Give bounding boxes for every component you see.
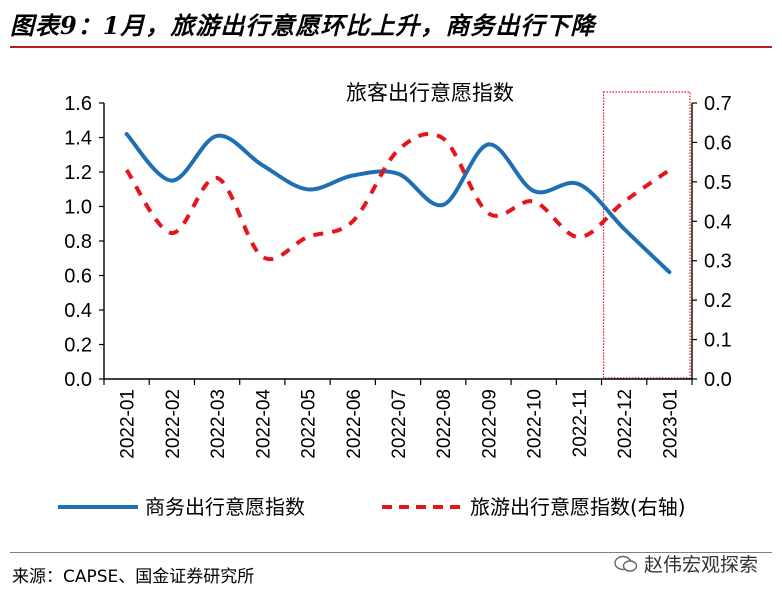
tourism-point-2022-05 bbox=[306, 235, 310, 239]
y-left-tick-label: 0.8 bbox=[64, 231, 92, 253]
y-right-tick-label: 0.5 bbox=[704, 172, 732, 194]
x-tick-label: 2022-06 bbox=[344, 389, 365, 459]
business-point-2023-01 bbox=[667, 270, 671, 274]
x-tick-label: 2023-01 bbox=[660, 389, 681, 459]
header-divider bbox=[10, 46, 772, 48]
business-point-2022-08 bbox=[441, 203, 445, 207]
x-tick-label: 2022-10 bbox=[525, 389, 546, 459]
business-point-2022-07 bbox=[396, 172, 400, 176]
source-note: 来源：CAPSE、国金证券研究所 bbox=[12, 567, 255, 587]
tourism-point-2022-08 bbox=[441, 136, 445, 140]
y-right-tick-label: 0.0 bbox=[704, 369, 732, 391]
tourism-point-2022-11 bbox=[577, 235, 581, 239]
line-chart: 旅客出行意愿指数 0.0 0.2 0.4 0.6 0.8 1.0 1.2 1.4 1.6 0.0 0… bbox=[58, 81, 732, 519]
tourism-point-2022-03 bbox=[215, 176, 219, 180]
highlight-box bbox=[602, 91, 691, 379]
y-left-tick-label: 0.6 bbox=[64, 266, 92, 288]
footer-divider bbox=[10, 552, 772, 553]
business-point-2022-06 bbox=[351, 173, 355, 177]
y-left-tick-label: 0.0 bbox=[64, 369, 92, 391]
x-tick-label: 2022-11 bbox=[570, 389, 591, 457]
x-tick-label: 2022-05 bbox=[299, 389, 320, 459]
y-left-tick-label: 0.4 bbox=[64, 300, 92, 322]
business-point-2022-01 bbox=[125, 132, 129, 136]
tourism-point-2022-02 bbox=[170, 231, 174, 235]
x-tick-label: 2022-01 bbox=[118, 389, 139, 459]
x-tick-label: 2022-09 bbox=[479, 389, 500, 459]
y-right-tick-label: 0.4 bbox=[704, 211, 732, 233]
business-point-2022-02 bbox=[170, 179, 174, 183]
y-right-tick-label: 0.3 bbox=[704, 251, 732, 273]
x-tick-label: 2022-04 bbox=[253, 389, 274, 459]
tourism-point-2022-12 bbox=[622, 200, 626, 204]
business-point-2022-05 bbox=[306, 187, 310, 191]
tourism-point-2022-10 bbox=[532, 200, 536, 204]
business-point-2022-10 bbox=[532, 189, 536, 193]
tourism-point-2022-06 bbox=[351, 219, 355, 223]
series-line-business bbox=[124, 132, 672, 275]
tourism-point-2022-04 bbox=[260, 255, 264, 259]
y-left-tick-label: 1.4 bbox=[64, 128, 92, 150]
tourism-point-2023-01 bbox=[667, 168, 671, 172]
business-point-2022-09 bbox=[486, 142, 490, 146]
watermark-text: 赵伟宏观探索 bbox=[643, 554, 758, 576]
y-right-tick-label: 0.2 bbox=[704, 290, 732, 312]
y-left-tick-label: 1.0 bbox=[64, 197, 92, 219]
series-line-tourism bbox=[124, 131, 671, 262]
tourism-point-2022-01 bbox=[125, 168, 129, 172]
tourism-point-2022-09 bbox=[486, 211, 490, 215]
business-point-2022-04 bbox=[260, 163, 264, 167]
x-tick-label: 2022-02 bbox=[163, 389, 184, 459]
tourism-point-2022-07 bbox=[396, 148, 400, 152]
wechat-icon bbox=[614, 555, 638, 572]
business-point-2022-12 bbox=[622, 227, 626, 231]
legend-label-tourism: 旅游出行意愿指数(右轴) bbox=[470, 495, 686, 519]
chart-title: 旅客出行意愿指数 bbox=[346, 81, 514, 105]
y-right-tick-label: 0.7 bbox=[704, 93, 732, 115]
y-left-tick-label: 1.2 bbox=[64, 162, 92, 184]
x-tick-label: 2022-03 bbox=[208, 389, 229, 459]
y-left-tick-label: 0.2 bbox=[64, 335, 92, 357]
x-tick-label: 2022-07 bbox=[389, 389, 410, 459]
y-right-tick-label: 0.1 bbox=[704, 330, 732, 352]
report-header: 图表9：1月，旅游出行意愿环比上升，商务出行下降 bbox=[0, 0, 782, 48]
y-right-tick-label: 0.6 bbox=[704, 132, 732, 154]
figure-title: 图表9：1月，旅游出行意愿环比上升，商务出行下降 bbox=[10, 11, 596, 40]
x-tick-label: 2022-12 bbox=[615, 389, 636, 459]
business-point-2022-11 bbox=[577, 182, 581, 186]
x-tick-label: 2022-08 bbox=[434, 389, 455, 459]
y-left-tick-label: 1.6 bbox=[64, 93, 92, 115]
watermark: 赵伟宏观探索 bbox=[614, 550, 758, 577]
legend-label-business: 商务出行意愿指数 bbox=[145, 495, 305, 519]
business-point-2022-03 bbox=[215, 134, 219, 138]
